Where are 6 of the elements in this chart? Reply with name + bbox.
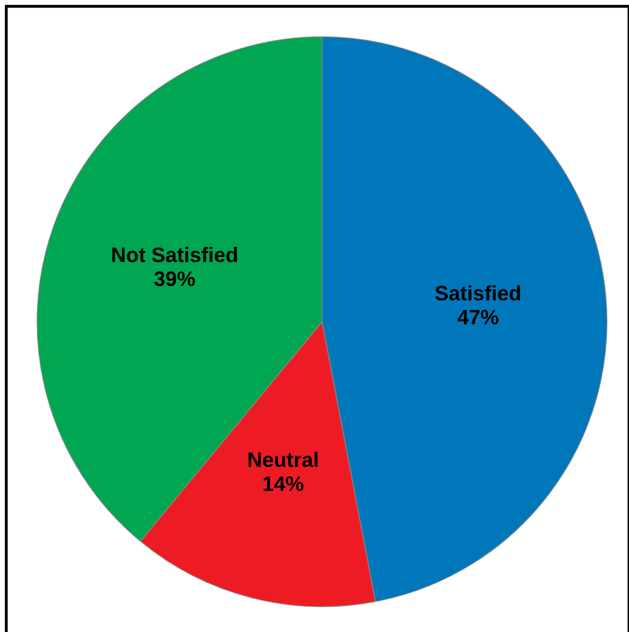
slice-label: Satisfied bbox=[435, 285, 520, 301]
data-label: 47% bbox=[458, 310, 498, 324]
data-label: 14% bbox=[264, 476, 304, 492]
data-label: 39% bbox=[154, 271, 195, 286]
slice-label: Neutral bbox=[248, 452, 318, 468]
slice-label: Not Satisfied bbox=[112, 246, 237, 262]
